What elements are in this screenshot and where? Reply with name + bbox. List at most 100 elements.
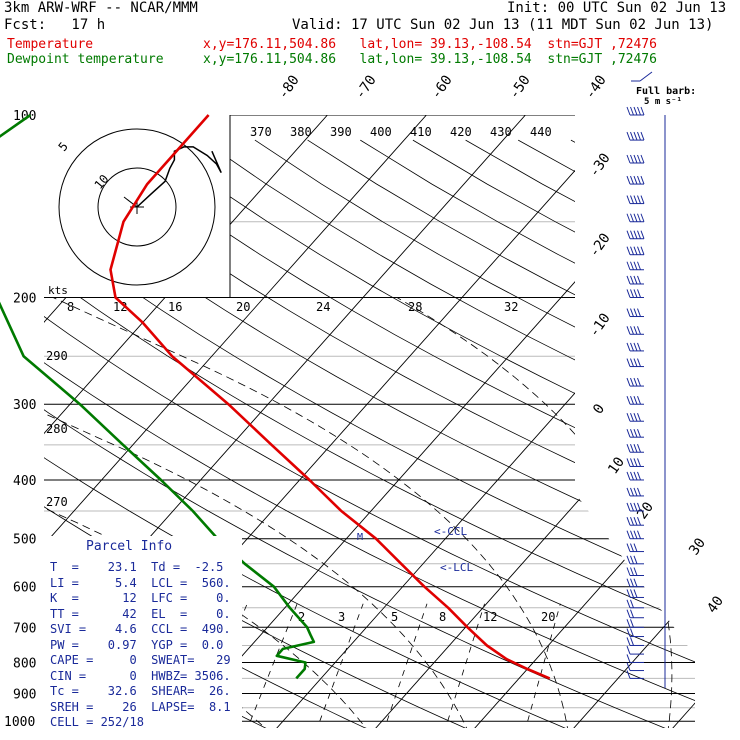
pressure-tick-label: 500: [13, 533, 36, 548]
moist-adiabat: [52, 297, 569, 728]
wind-barb: [626, 289, 644, 298]
wind-barb: [626, 106, 645, 116]
barb-legend-sample: [639, 71, 653, 82]
wind-barb: [626, 308, 644, 318]
isotherm-label: -20: [586, 230, 614, 260]
hodograph-ring: [97, 167, 177, 247]
hodograph-axis-label: kts: [48, 284, 68, 297]
theta-label: 410: [410, 125, 432, 139]
pressure-tick-label: 700: [13, 621, 36, 636]
isotherm-label: 40: [704, 593, 727, 616]
wind-barb: [626, 619, 644, 628]
isotherm-label: -70: [352, 72, 380, 102]
dry-adiabat: [44, 139, 680, 728]
mixing-ratio-line: [527, 603, 561, 722]
wind-barb: [626, 444, 644, 453]
theta-label: 390: [330, 125, 352, 139]
pressure-tick-label: 800: [13, 656, 36, 671]
isotherm-line: [44, 115, 328, 728]
pressure-tick-label: 200: [13, 291, 36, 306]
valid-time: Valid: 17 UTC Sun 02 Jun 13 (11 MDT Sun …: [292, 17, 714, 33]
theta-label: 430: [490, 125, 512, 139]
pressure-tick-label: 100: [13, 109, 36, 124]
wind-barb: [626, 471, 644, 481]
parcel-info-row: PW = 0.97 YGP = 0.0: [50, 637, 224, 652]
dewpoint-location: x,y=176.11,504.86 lat,lon= 39.13,-108.54…: [203, 52, 657, 67]
mixing-ratio-line: [386, 603, 428, 722]
mixing-ratio-label: 20: [541, 610, 555, 624]
mixing-ratio-label: 2: [298, 610, 305, 624]
parcel-info-panel: Parcel Info T = 23.1 Td = -2.5 LI = 5.4 L…: [44, 536, 242, 738]
wind-barb: [626, 213, 645, 223]
wind-barb: [626, 502, 644, 512]
theta-label: 440: [530, 125, 552, 139]
parcel-info-row: CIN = 0 HWBZ= 3506.: [50, 668, 231, 683]
wind-barb: [626, 429, 644, 438]
dry-adiabat: [465, 139, 695, 728]
wind-barb: [626, 154, 645, 164]
temperature-legend: Temperature: [7, 37, 94, 52]
wind-barb: [626, 326, 644, 335]
isotherm-line: [0, 115, 30, 734]
theta-label: 280: [46, 422, 68, 436]
wind-barb: [626, 654, 644, 663]
theta-label: 270: [46, 495, 68, 509]
theta-label: 420: [450, 125, 472, 139]
theta-label: 370: [250, 125, 272, 139]
isotherm-label: -30: [586, 150, 614, 180]
isotherm-label: -10: [586, 310, 614, 340]
hodograph-ring: [58, 128, 216, 286]
pressure-tick-label: 1000: [4, 715, 35, 730]
dry-adiabat: [44, 139, 695, 728]
mixing-ratio-label: 24: [316, 300, 330, 314]
wind-barb: [626, 413, 644, 422]
barb-legend-label: 5 m s⁻¹: [644, 97, 682, 107]
isotherm-label: 20: [634, 499, 657, 522]
dry-adiabat: [570, 139, 695, 728]
wind-barb: [626, 342, 644, 352]
isotherm-label: 30: [686, 535, 709, 558]
pressure-tick-label: 400: [13, 474, 36, 489]
wind-barb: [626, 175, 645, 185]
isotherm-line: [667, 115, 695, 728]
parcel-info-row: TT = 42 EL = 0.: [50, 606, 231, 621]
dry-adiabat: [518, 139, 695, 728]
isotherm-line: [568, 115, 695, 728]
parcel-info-row: CELL = 252/18: [50, 715, 144, 729]
wind-barb: [626, 517, 644, 526]
wind-barb: [626, 261, 644, 271]
wind-barb: [626, 275, 644, 285]
mixing-ratio-line: [250, 603, 298, 722]
wind-barb: [626, 246, 645, 256]
mixing-ratio-label: 8: [67, 300, 74, 314]
wind-barb: [626, 609, 644, 619]
mixing-ratio-line: [319, 603, 364, 722]
mixing-ratio-line: [447, 603, 485, 722]
isotherm-label: -80: [275, 72, 303, 102]
isotherm-line: [271, 115, 695, 728]
isotherm-label: -40: [582, 72, 610, 102]
parcel-info-row: SVI = 4.6 CCL = 490.: [50, 622, 231, 636]
isotherm-line: [44, 115, 427, 728]
pressure-tick-label: 900: [13, 687, 36, 702]
wind-barb: [626, 396, 644, 405]
mixing-ratio-label: 3: [338, 610, 345, 624]
parcel-info-title: Parcel Info: [86, 539, 173, 554]
dry-adiabat: [44, 139, 695, 728]
isotherm-label: -50: [506, 72, 534, 102]
wind-barb: [626, 578, 644, 588]
isotherm-line: [370, 115, 695, 728]
wind-barb: [626, 131, 645, 141]
parcel-info-row: CAPE = 0 SWEAT= 29: [50, 653, 231, 667]
dry-adiabat: [149, 139, 695, 728]
forecast-hour: Fcst: 17 h: [4, 17, 106, 33]
hodograph: [44, 115, 231, 297]
pressure-tick-label: 600: [13, 581, 36, 596]
parcel-info-row: SREH = 26 LAPSE= 8.1: [50, 699, 231, 714]
dry-adiabat: [96, 139, 695, 728]
wind-barb: [626, 645, 644, 655]
dry-adiabat: [44, 139, 695, 728]
wind-barb: [626, 487, 644, 497]
